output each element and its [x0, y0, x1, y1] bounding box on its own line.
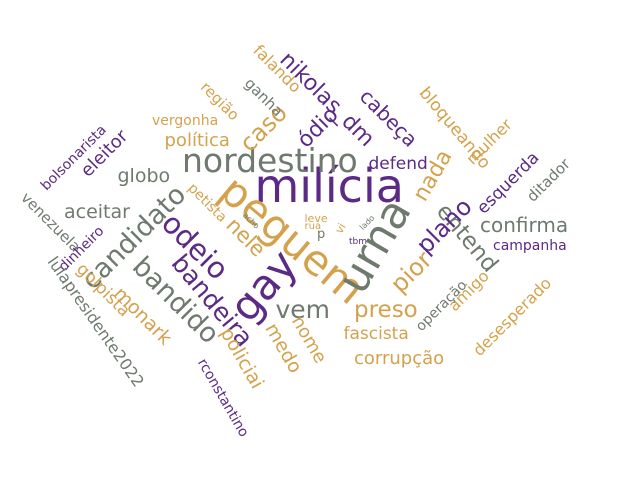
word-tbm: tbm — [349, 236, 368, 247]
word-vem: vem — [275, 294, 331, 324]
word-nordestino: nordestino — [182, 140, 358, 180]
word-policiai: policiai — [215, 323, 268, 393]
word-confirma: confirma — [480, 213, 569, 237]
word-globo: globo — [117, 164, 171, 187]
word-politica: política — [164, 130, 230, 151]
word-vergonha: vergonha — [152, 113, 219, 129]
word-leve: leve — [304, 211, 328, 225]
word-defend: defend — [368, 153, 428, 174]
word-milicia: milícia — [254, 159, 404, 213]
word-rua: rua — [304, 221, 322, 232]
word-corrupcao: corrupção — [354, 348, 445, 369]
word-campanha: campanha — [493, 238, 567, 254]
word-preso: preso — [354, 296, 418, 323]
word-fascista: fascista — [343, 323, 409, 344]
word-aceitar: aceitar — [64, 200, 130, 223]
word-vi: vi — [332, 220, 349, 236]
word-p: p — [317, 226, 326, 242]
